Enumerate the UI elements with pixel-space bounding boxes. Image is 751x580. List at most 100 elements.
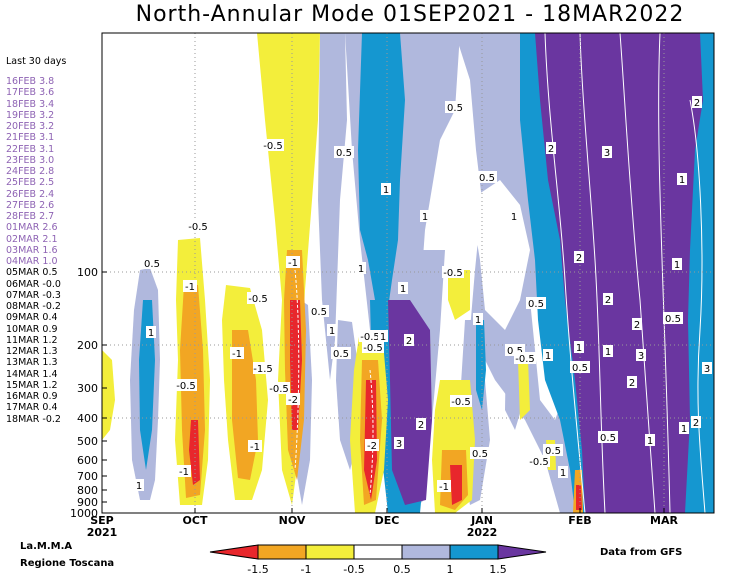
last30-entry: 27FEB 2.6 <box>6 200 96 211</box>
last30-date: 28FEB <box>6 211 37 222</box>
last30-date: 15MAR <box>6 379 40 391</box>
last30-date: 19FEB <box>6 109 37 121</box>
contour-label: 1 <box>509 210 519 223</box>
legend-label: -1 <box>301 563 312 576</box>
last30-date: 10MAR <box>6 323 40 335</box>
last30-entry: 28FEB 2.7 <box>6 211 96 222</box>
last30-value: 2.6 <box>42 222 58 234</box>
svg-text:MAR: MAR <box>650 514 678 527</box>
last30-date: 25FEB <box>6 177 37 189</box>
svg-text:DEC: DEC <box>375 514 400 527</box>
svg-text:-1: -1 <box>232 349 242 360</box>
last30-entry: 24FEB 2.8 <box>6 166 96 177</box>
legend-swatch <box>257 544 307 560</box>
contour-label: -2 <box>286 393 300 406</box>
x-axis: SEP OCT NOV DEC JAN FEB MAR 2021 2022 <box>87 508 678 539</box>
svg-text:0.5: 0.5 <box>447 103 463 114</box>
last30-entry: 15MAR 1.2 <box>6 380 96 391</box>
y-tick: 500 <box>77 435 107 448</box>
last30-entry: 03MAR 1.6 <box>6 245 96 256</box>
last30-value: 0.5 <box>42 267 58 279</box>
contour-label: 1 <box>558 466 568 479</box>
legend-swatch <box>401 544 451 560</box>
last30-entry: 05MAR 0.5 <box>6 267 96 278</box>
x-tick: SEP <box>90 508 114 527</box>
svg-text:700: 700 <box>77 470 98 483</box>
svg-text:400: 400 <box>77 412 98 425</box>
last30-value: -0.0 <box>42 278 61 290</box>
last30-date: 11MAR <box>6 334 40 346</box>
svg-text:600: 600 <box>77 454 98 467</box>
contour-label: -0.5 <box>359 330 381 343</box>
legend-swatch <box>497 544 547 560</box>
y-tick: 800 <box>77 484 107 497</box>
svg-text:3: 3 <box>638 351 644 362</box>
contour-label: -0.5 <box>362 341 384 354</box>
svg-text:-1.5: -1.5 <box>253 364 273 375</box>
x-tick: OCT <box>183 508 208 527</box>
plot-frame <box>101 32 715 514</box>
svg-text:0.5: 0.5 <box>311 307 327 318</box>
svg-text:0.5: 0.5 <box>144 259 160 270</box>
contour-label: 0.5 <box>526 297 546 310</box>
contour-label: 0.5 <box>309 305 329 318</box>
x-tick: MAR <box>650 508 678 527</box>
last30-entry: 13MAR 1.3 <box>6 357 96 368</box>
contour-label: -0.5 <box>247 292 269 305</box>
contour-label: 3 <box>602 146 612 159</box>
svg-text:1: 1 <box>329 326 335 337</box>
last30-value: 3.8 <box>39 76 55 87</box>
last30-value: 0.4 <box>42 402 58 414</box>
contour-label: 2 <box>416 418 426 431</box>
last30-value: 2.7 <box>39 211 55 222</box>
svg-text:2: 2 <box>634 320 640 331</box>
legend-swatch <box>449 544 499 560</box>
last30-value: 1.2 <box>42 334 58 346</box>
year-label: 2021 <box>87 526 118 539</box>
svg-text:-0.5: -0.5 <box>529 457 549 468</box>
last30-value: 1.3 <box>42 346 58 357</box>
svg-text:1: 1 <box>576 343 582 354</box>
last30-value: -0.2 <box>42 301 61 312</box>
credit-org: La.M.M.A <box>20 541 73 552</box>
y-tick: 1000 <box>70 507 107 520</box>
svg-text:-1: -1 <box>185 282 195 293</box>
svg-text:1: 1 <box>148 328 154 339</box>
last30-value: 2.1 <box>42 233 58 245</box>
contour-label: 0.5 <box>142 257 162 270</box>
last30-entry: 08MAR -0.2 <box>6 301 96 312</box>
last30-value: 1.4 <box>42 368 58 380</box>
x-tick: NOV <box>279 508 306 527</box>
contour-label: 0.5 <box>470 447 490 460</box>
contour-label: 1 <box>134 479 144 492</box>
svg-text:1: 1 <box>560 468 566 479</box>
last30-entry: 17FEB 3.6 <box>6 87 96 98</box>
last30-entry: 09MAR 0.4 <box>6 312 96 323</box>
svg-text:0.5: 0.5 <box>479 173 495 184</box>
svg-text:JAN: JAN <box>470 514 493 527</box>
contour-label: 2 <box>603 293 613 306</box>
y-tick: 300 <box>77 382 107 395</box>
svg-text:-1: -1 <box>288 258 298 269</box>
svg-text:0.5: 0.5 <box>507 346 523 357</box>
last30-date: 16FEB <box>6 76 37 87</box>
y-tick: 700 <box>77 470 107 483</box>
last30-entry: 02MAR 2.1 <box>6 234 96 245</box>
contour-label: 1 <box>378 330 388 343</box>
svg-text:0.5: 0.5 <box>545 446 561 457</box>
last30-date: 06MAR <box>6 278 40 290</box>
svg-text:-0.5: -0.5 <box>443 268 463 279</box>
last30-value: 1.2 <box>42 379 58 391</box>
svg-text:0.5: 0.5 <box>472 449 488 460</box>
last30-date: 27FEB <box>6 199 37 211</box>
last30-entry: 23FEB 3.0 <box>6 155 96 166</box>
svg-text:2: 2 <box>694 98 700 109</box>
contour-label: 2 <box>632 318 642 331</box>
svg-text:1: 1 <box>679 175 685 186</box>
chart-title: North-Annular Mode 01SEP2021 - 18MAR2022 <box>135 2 685 27</box>
contour-label: 1 <box>398 282 408 295</box>
contour-label: -0.5 <box>262 139 284 152</box>
last30-date: 26FEB <box>6 188 37 200</box>
contour-label: 1 <box>473 313 483 326</box>
